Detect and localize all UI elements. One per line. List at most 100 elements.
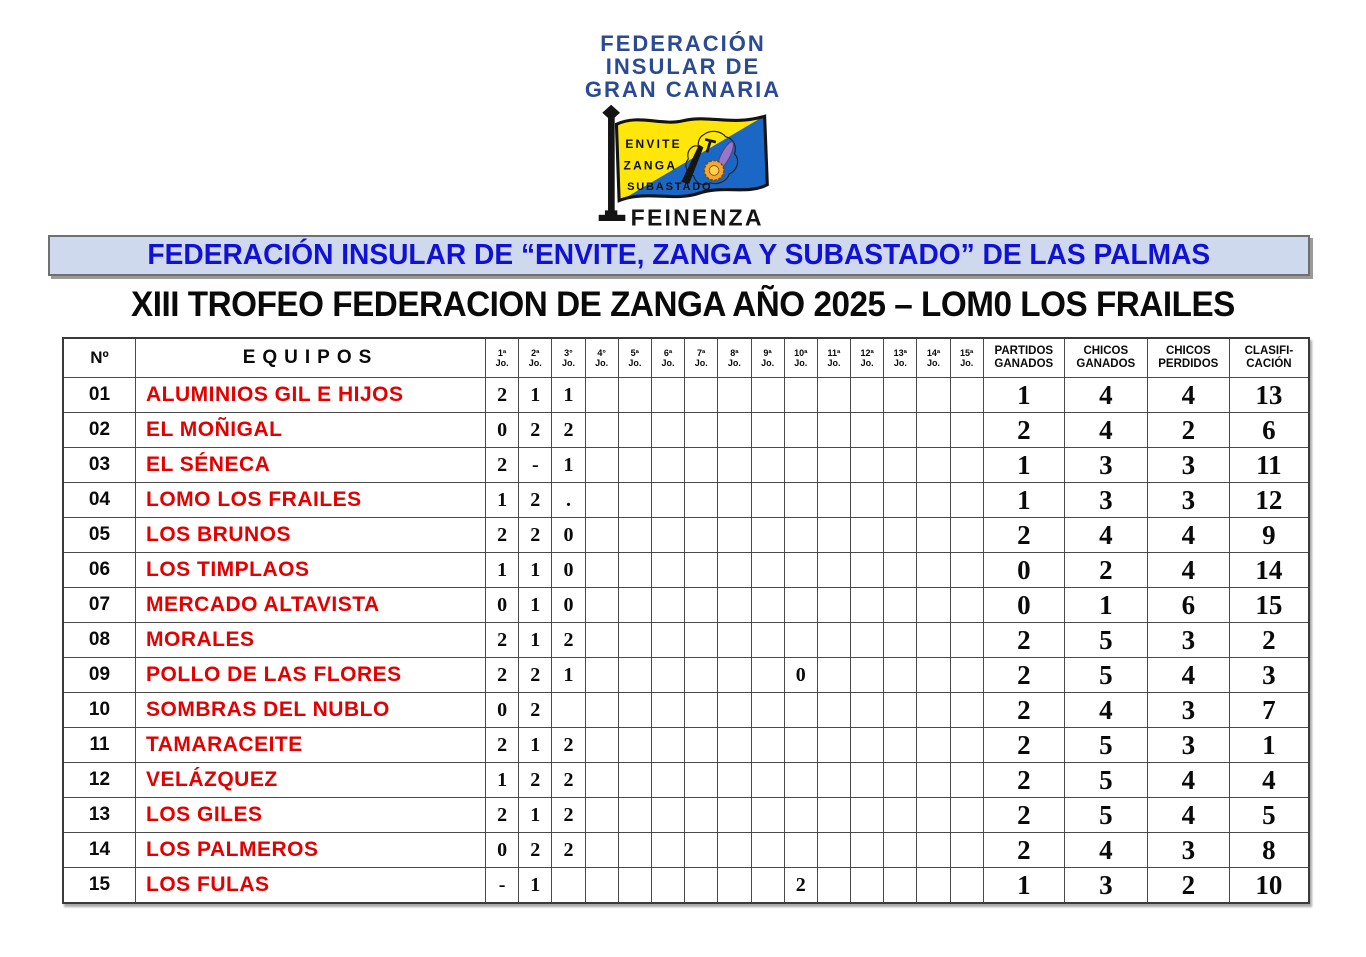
clasificacion-cell-value: 7 — [1262, 694, 1276, 725]
flag-word-subastado: SUBASTADO — [627, 181, 712, 193]
header-jornada-sub: Jo. — [893, 358, 907, 368]
header-clasificacion-stack: CLASIFI- CACIÓN — [1245, 345, 1294, 371]
jornada-cell: 1 — [519, 553, 553, 587]
header-jornada-ordinal: 5ª — [630, 348, 639, 358]
jornada-value: . — [565, 488, 571, 511]
chicos-perdidos-cell-value: 4 — [1181, 554, 1196, 585]
jornada-cell — [851, 693, 885, 727]
chicos-perdidos-cell-value: 3 — [1181, 624, 1196, 655]
jornada-cell — [951, 728, 984, 762]
standings-table: Nº EQUIPOS 1ª Jo. 2ª Jo. 3° Jo. 4° Jo. 5ª Jo. 6ª Jo. 7… — [62, 337, 1310, 904]
jornada-value: 0 — [563, 558, 574, 581]
jornada-value: 2 — [530, 523, 541, 546]
jornada-value: 1 — [530, 873, 541, 896]
gran-canaria-map-outline — [685, 130, 739, 186]
jornada-cell — [718, 448, 752, 482]
jornada-cell — [652, 448, 686, 482]
clasificacion-cell-value: 14 — [1255, 554, 1283, 585]
chicos-perdidos-cell-value: 4 — [1181, 519, 1196, 550]
partidos-ganados-cell-value: 1 — [1017, 484, 1031, 515]
jornada-cell — [818, 763, 852, 797]
header-jornada-stack: 10ª Jo. — [794, 348, 807, 368]
knife-icon — [681, 144, 704, 184]
header-jornada-ordinal: 7ª — [697, 348, 706, 358]
jornada-cell — [951, 658, 984, 692]
chicos-perdidos-cell: 6 — [1148, 588, 1230, 622]
jornada-value: 2 — [530, 663, 541, 686]
partidos-ganados-cell: 2 — [984, 518, 1065, 552]
header-jornada-ordinal: 11ª — [827, 348, 841, 358]
jornada-cell — [818, 623, 852, 657]
jornada-cell — [785, 448, 818, 482]
jornada-cell — [917, 588, 951, 622]
jornada-cell — [619, 728, 652, 762]
jornada-cell — [785, 378, 818, 412]
jornada-cell — [917, 518, 951, 552]
chicos-ganados-cell-value: 5 — [1099, 624, 1113, 655]
jornada-cell — [951, 518, 984, 552]
jornada-cell — [718, 623, 752, 657]
jornada-cell — [851, 658, 885, 692]
table-row: 12 VELÁZQUEZ 1 2 2 2 5 4 4 — [64, 763, 1308, 798]
jornada-cell: 0 — [552, 588, 586, 622]
num-value: 07 — [88, 594, 111, 615]
jornada-cell: 2 — [552, 833, 586, 867]
header-jornada-stack: 11ª Jo. — [827, 348, 840, 368]
federation-banner-text: FEDERACIÓN INSULAR DE “ENVITE, ZANGA Y S… — [147, 239, 1211, 271]
jornada-cell — [718, 483, 752, 517]
chicos-ganados-cell-value: 4 — [1099, 834, 1113, 865]
jornada-cell: 1 — [519, 623, 553, 657]
jornada-cell — [917, 483, 951, 517]
jornada-cell — [785, 553, 818, 587]
clasificacion-cell-value: 11 — [1256, 449, 1282, 480]
clasificacion-cell: 3 — [1230, 658, 1308, 692]
chicos-ganados-cell-value: 5 — [1099, 799, 1113, 830]
chicos-perdidos-cell-value: 4 — [1181, 379, 1196, 410]
chicos-perdidos-cell-value: 3 — [1181, 484, 1196, 515]
jornada-cell — [652, 588, 686, 622]
jornada-value: 2 — [497, 663, 508, 686]
jornada-cell — [718, 798, 752, 832]
jornada-cell — [785, 588, 818, 622]
header-clasificacion-line: CACIÓN — [1246, 358, 1292, 370]
jornada-cell: 1 — [486, 483, 520, 517]
jornada-cell — [917, 798, 951, 832]
clasificacion-cell: 14 — [1230, 553, 1308, 587]
chicos-ganados-cell-value: 4 — [1099, 694, 1113, 725]
jornada-cell — [917, 448, 951, 482]
jornada-cell: 2 — [486, 623, 520, 657]
chicos-perdidos-cell-value: 6 — [1181, 589, 1196, 620]
num-cell: 08 — [64, 623, 136, 657]
jornada-value: 0 — [563, 523, 574, 546]
team-name-cell: MERCADO ALTAVISTA — [136, 588, 486, 622]
jornada-cell — [818, 658, 852, 692]
team-name-cell: LOS BRUNOS — [136, 518, 486, 552]
chicos-perdidos-cell: 4 — [1148, 518, 1230, 552]
team-name: LOS TIMPLAOS — [146, 558, 310, 581]
jornada-cell — [619, 868, 652, 902]
chicos-perdidos-cell: 3 — [1148, 833, 1230, 867]
header-chicos-ganados-line: CHICOS — [1083, 345, 1129, 357]
jornada-cell — [652, 763, 686, 797]
partidos-ganados-cell: 1 — [984, 378, 1065, 412]
jornada-cell — [652, 553, 686, 587]
jornada-cell — [818, 693, 852, 727]
jornada-cell: 0 — [785, 658, 818, 692]
jornada-cell — [718, 868, 752, 902]
partidos-ganados-cell: 2 — [984, 833, 1065, 867]
table-row: 11 TAMARACEITE 2 1 2 2 5 3 1 — [64, 728, 1308, 763]
partidos-ganados-cell-value: 0 — [1017, 554, 1031, 585]
partidos-ganados-cell: 2 — [984, 658, 1065, 692]
jornada-cell — [752, 798, 785, 832]
header-jornada-sub: Jo. — [761, 358, 775, 368]
jornada-cell — [917, 693, 951, 727]
jornada-cell — [586, 518, 619, 552]
header-chicos-ganados: CHICOS GANADOS — [1065, 339, 1148, 377]
chicos-perdidos-cell: 3 — [1148, 623, 1230, 657]
partidos-ganados-cell-value: 2 — [1017, 694, 1031, 725]
jornada-cell — [718, 378, 752, 412]
num-cell: 04 — [64, 483, 136, 517]
jornada-cell: 2 — [519, 483, 553, 517]
jornada-value: 2 — [530, 698, 541, 721]
team-name-cell: LOS GILES — [136, 798, 486, 832]
